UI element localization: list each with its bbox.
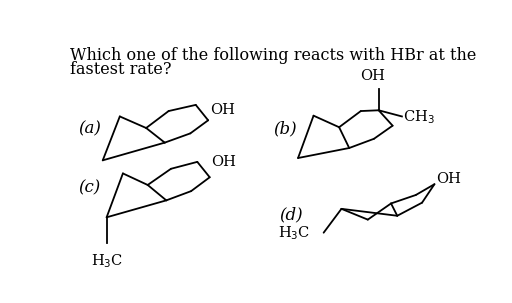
Text: OH: OH bbox=[211, 155, 236, 169]
Text: CH$_3$: CH$_3$ bbox=[403, 108, 435, 126]
Text: H$_3$C: H$_3$C bbox=[91, 252, 123, 270]
Text: (c): (c) bbox=[78, 180, 100, 197]
Text: (a): (a) bbox=[78, 120, 101, 137]
Text: (d): (d) bbox=[280, 207, 303, 224]
Text: OH: OH bbox=[360, 68, 385, 82]
Text: (b): (b) bbox=[273, 120, 297, 137]
Text: Which one of the following reacts with HBr at the: Which one of the following reacts with H… bbox=[70, 47, 477, 64]
Text: fastest rate?: fastest rate? bbox=[70, 61, 172, 78]
Text: OH: OH bbox=[210, 102, 234, 117]
Text: H$_3$C: H$_3$C bbox=[278, 225, 310, 242]
Text: OH: OH bbox=[436, 172, 461, 186]
